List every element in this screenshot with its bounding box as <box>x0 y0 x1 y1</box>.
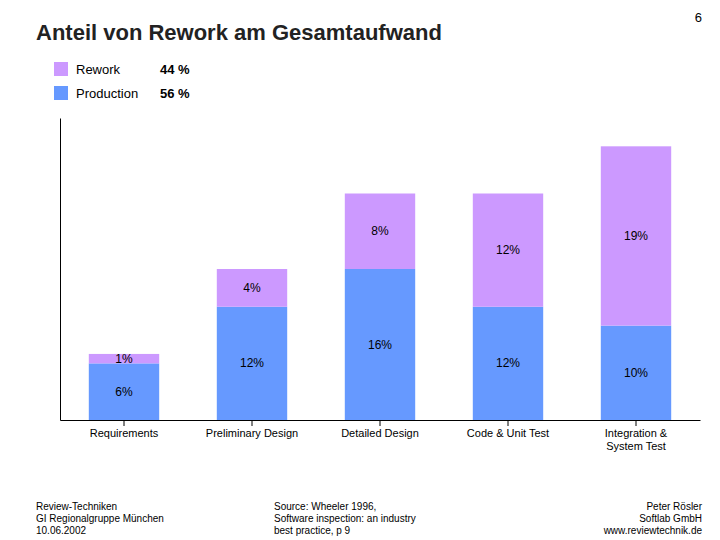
x-axis: Requirements Preliminary Design Detailed D… <box>61 420 701 452</box>
chart: Anteil von Rework am Gesamtaufwand 6 Revie… <box>0 0 720 540</box>
bar <box>473 194 543 307</box>
bar <box>217 307 287 420</box>
text-line: GI Regionalgruppe München <box>36 513 164 524</box>
data-label: 4% <box>243 281 261 295</box>
text-line: Source: Wheeler 1996, <box>274 501 376 512</box>
slide-number: 6 <box>695 10 702 25</box>
text-line: Software inspection: an industry <box>274 513 416 524</box>
data-label: 12% <box>496 243 520 257</box>
text-line: Requirements <box>90 427 159 439</box>
x-tick-mark <box>380 420 381 426</box>
text-line: Peter Rösler <box>646 501 702 512</box>
y-axis-line <box>60 119 61 421</box>
text-line: Preliminary Design <box>206 427 298 439</box>
text-line: Code & Unit Test <box>467 427 549 439</box>
x-tick: Integration &System Test <box>605 420 668 452</box>
text-line: Detailed Design <box>341 427 419 439</box>
legend-item: Rework 44 % <box>54 62 190 77</box>
bars <box>89 146 671 420</box>
x-tick-mark <box>252 420 253 426</box>
text-line: 10.06.2002 <box>36 525 86 536</box>
x-tick-label: Detailed Design <box>341 427 419 439</box>
data-label: 8% <box>371 224 389 238</box>
text-line: Integration & <box>605 427 668 439</box>
bar <box>89 363 159 420</box>
x-tick-mark <box>636 420 637 426</box>
footer: Source: Wheeler 1996,Software inspection… <box>274 501 416 536</box>
x-tick-mark <box>508 420 509 426</box>
text-line: Review-Techniken <box>36 501 117 512</box>
data-label: 16% <box>368 338 392 352</box>
text-line: System Test <box>606 440 666 452</box>
x-tick: Detailed Design <box>341 420 419 439</box>
data-labels: 6% 12% 16% 12% 10% 1% 4% 8% 12% 19% <box>115 224 648 398</box>
legend-share: 56 % <box>160 86 190 101</box>
bar <box>601 146 671 325</box>
footer: Peter RöslerSoftlab GmbHwww.reviewtechni… <box>603 501 703 536</box>
bar <box>345 194 415 270</box>
title: Anteil von Rework am Gesamtaufwand <box>36 20 442 45</box>
x-tick-label: Integration &System Test <box>605 427 668 452</box>
text-line: Softlab GmbH <box>639 513 702 524</box>
bar <box>217 269 287 307</box>
footer: Review-TechnikenGI Regionalgruppe Münche… <box>36 501 164 536</box>
legend-item: Production 56 % <box>54 86 190 101</box>
data-label: 1% <box>115 352 133 366</box>
legend-label: Rework <box>76 62 121 77</box>
plot: 6% 12% 16% 12% 10% 1% 4% 8% 12% 19% Requirements Pr… <box>61 119 701 453</box>
x-tick: Requirements <box>90 420 159 439</box>
legend-share: 44 % <box>160 62 190 77</box>
x-tick-mark <box>124 420 125 426</box>
legend: Rework 44 % Production 56 % <box>54 62 190 101</box>
data-label: 10% <box>624 366 648 380</box>
text-line: best practice, p 9 <box>274 525 351 536</box>
x-tick-label: Preliminary Design <box>206 427 298 439</box>
bar <box>473 307 543 420</box>
data-label: 12% <box>496 356 520 370</box>
x-tick: Preliminary Design <box>206 420 298 439</box>
bar <box>601 326 671 420</box>
x-tick-label: Code & Unit Test <box>467 427 549 439</box>
bar <box>345 269 415 420</box>
x-tick-label: Requirements <box>90 427 159 439</box>
legend-swatch <box>54 86 68 100</box>
data-label: 12% <box>240 356 264 370</box>
text-line: www.reviewtechnik.de <box>603 525 703 536</box>
data-label: 6% <box>115 385 133 399</box>
legend-label: Production <box>76 86 138 101</box>
y-axis <box>60 119 61 421</box>
legend-swatch <box>54 62 68 76</box>
data-label: 19% <box>624 229 648 243</box>
x-tick: Code & Unit Test <box>467 420 549 439</box>
